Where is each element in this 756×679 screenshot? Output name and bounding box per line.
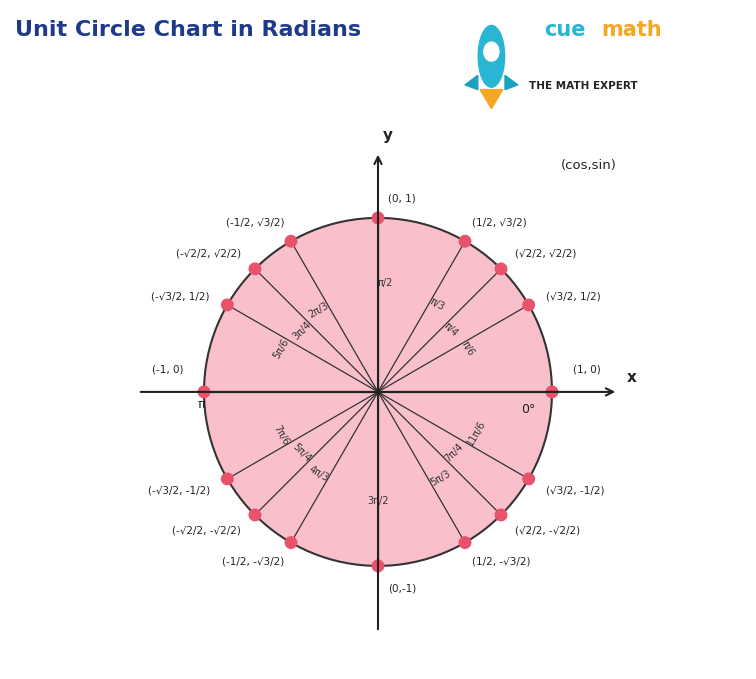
Text: π: π — [197, 398, 205, 411]
Text: 5π/4: 5π/4 — [290, 442, 313, 464]
Text: Unit Circle Chart in Radians: Unit Circle Chart in Radians — [15, 20, 361, 40]
Circle shape — [495, 509, 507, 521]
Text: (-1, 0): (-1, 0) — [152, 365, 183, 375]
Text: 2π/3: 2π/3 — [306, 300, 330, 320]
Circle shape — [495, 263, 507, 274]
Text: 0°: 0° — [521, 403, 535, 416]
Circle shape — [198, 386, 209, 398]
Circle shape — [285, 537, 297, 549]
Text: 5π/6: 5π/6 — [271, 337, 290, 360]
Text: 3π/2: 3π/2 — [367, 496, 389, 507]
Circle shape — [459, 236, 471, 247]
Text: (√2/2, √2/2): (√2/2, √2/2) — [515, 249, 576, 259]
Text: (√3/2, -1/2): (√3/2, -1/2) — [546, 486, 605, 496]
Polygon shape — [465, 75, 478, 90]
Text: (0,-1): (0,-1) — [389, 583, 417, 593]
Text: (0, 1): (0, 1) — [389, 194, 417, 204]
Text: (√3/2, 1/2): (√3/2, 1/2) — [546, 291, 601, 301]
Text: (-√3/2, -1/2): (-√3/2, -1/2) — [147, 486, 210, 496]
Circle shape — [547, 386, 558, 398]
Text: THE MATH EXPERT: THE MATH EXPERT — [529, 81, 638, 92]
Text: (1, 0): (1, 0) — [573, 365, 600, 375]
Text: π/2: π/2 — [378, 278, 393, 287]
Text: π/6: π/6 — [460, 340, 476, 358]
Ellipse shape — [478, 25, 505, 87]
Circle shape — [222, 299, 233, 311]
Text: 7π/6: 7π/6 — [271, 424, 290, 447]
Text: (-1/2, √3/2): (-1/2, √3/2) — [225, 217, 284, 227]
Circle shape — [484, 42, 499, 61]
Text: (-√2/2, √2/2): (-√2/2, √2/2) — [176, 249, 241, 259]
Circle shape — [372, 212, 384, 223]
Text: 4π/3: 4π/3 — [307, 464, 330, 483]
Text: (1/2, √3/2): (1/2, √3/2) — [472, 217, 527, 227]
Circle shape — [523, 473, 534, 485]
Text: (-√2/2, -√2/2): (-√2/2, -√2/2) — [172, 526, 241, 535]
Text: (-√3/2, 1/2): (-√3/2, 1/2) — [151, 291, 210, 301]
Text: (1/2, -√3/2): (1/2, -√3/2) — [472, 557, 531, 566]
Circle shape — [249, 509, 261, 521]
Text: y: y — [383, 128, 393, 143]
Circle shape — [285, 236, 297, 247]
Text: math: math — [601, 20, 662, 40]
Circle shape — [249, 263, 261, 274]
Text: π/4: π/4 — [442, 320, 460, 338]
Text: 7π/4: 7π/4 — [443, 442, 466, 464]
Circle shape — [204, 218, 552, 566]
Text: x: x — [627, 370, 637, 385]
Text: (-1/2, -√3/2): (-1/2, -√3/2) — [222, 557, 284, 566]
Text: 5π/3: 5π/3 — [429, 469, 452, 488]
Circle shape — [459, 537, 471, 549]
Circle shape — [372, 560, 384, 572]
Text: 3π/4: 3π/4 — [290, 320, 313, 342]
Text: 11π/6: 11π/6 — [466, 418, 488, 447]
Circle shape — [222, 473, 233, 485]
Text: cue: cue — [544, 20, 586, 40]
Text: (cos,sin): (cos,sin) — [561, 159, 617, 172]
Circle shape — [523, 299, 534, 311]
Polygon shape — [505, 75, 518, 90]
Text: (√2/2, -√2/2): (√2/2, -√2/2) — [515, 526, 580, 535]
Polygon shape — [480, 90, 503, 109]
Text: π/3: π/3 — [429, 296, 447, 312]
